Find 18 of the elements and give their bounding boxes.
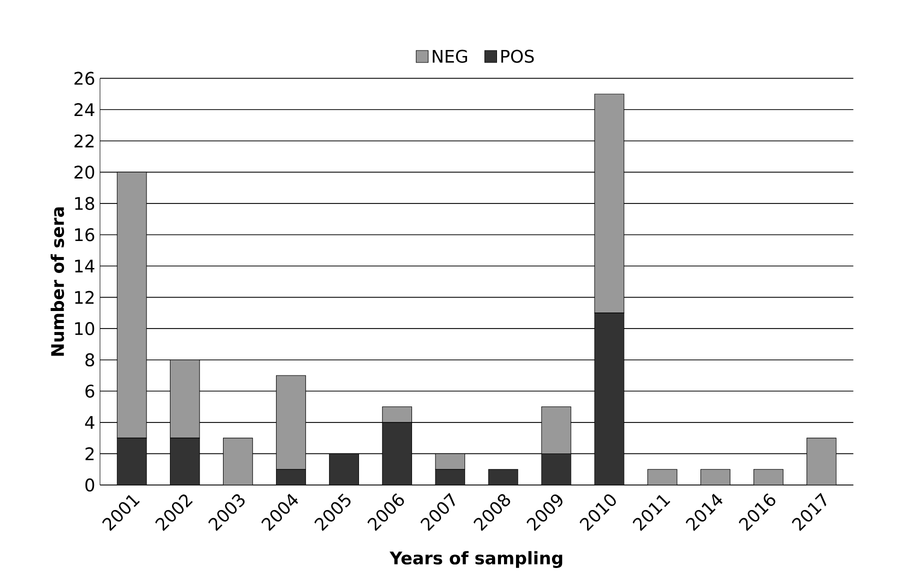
y-tick-label: 6 [85,384,94,398]
y-tick-label: 2 [86,447,94,460]
y-tick-label: 26 [74,72,94,85]
legend-label: POS [501,50,534,63]
y-tick-label: 4 [85,416,94,429]
x-axis-title: Years of sampling [390,551,562,568]
y-tick-label: 12 [75,290,94,304]
y-tick-label: 8 [85,353,94,366]
y-tick-label: 22 [74,134,94,148]
y-tick-label: 0 [85,478,94,492]
y-axis-title: Number of sera [50,207,64,356]
y-tick-label: 20 [74,166,94,179]
legend-label: NEG [432,50,468,63]
y-tick-label: 18 [75,196,94,210]
y-tick-label: 16 [75,228,94,242]
y-tick-label: 14 [75,260,94,272]
y-tick-label: 10 [75,322,94,336]
y-tick-label: 24 [74,103,94,116]
